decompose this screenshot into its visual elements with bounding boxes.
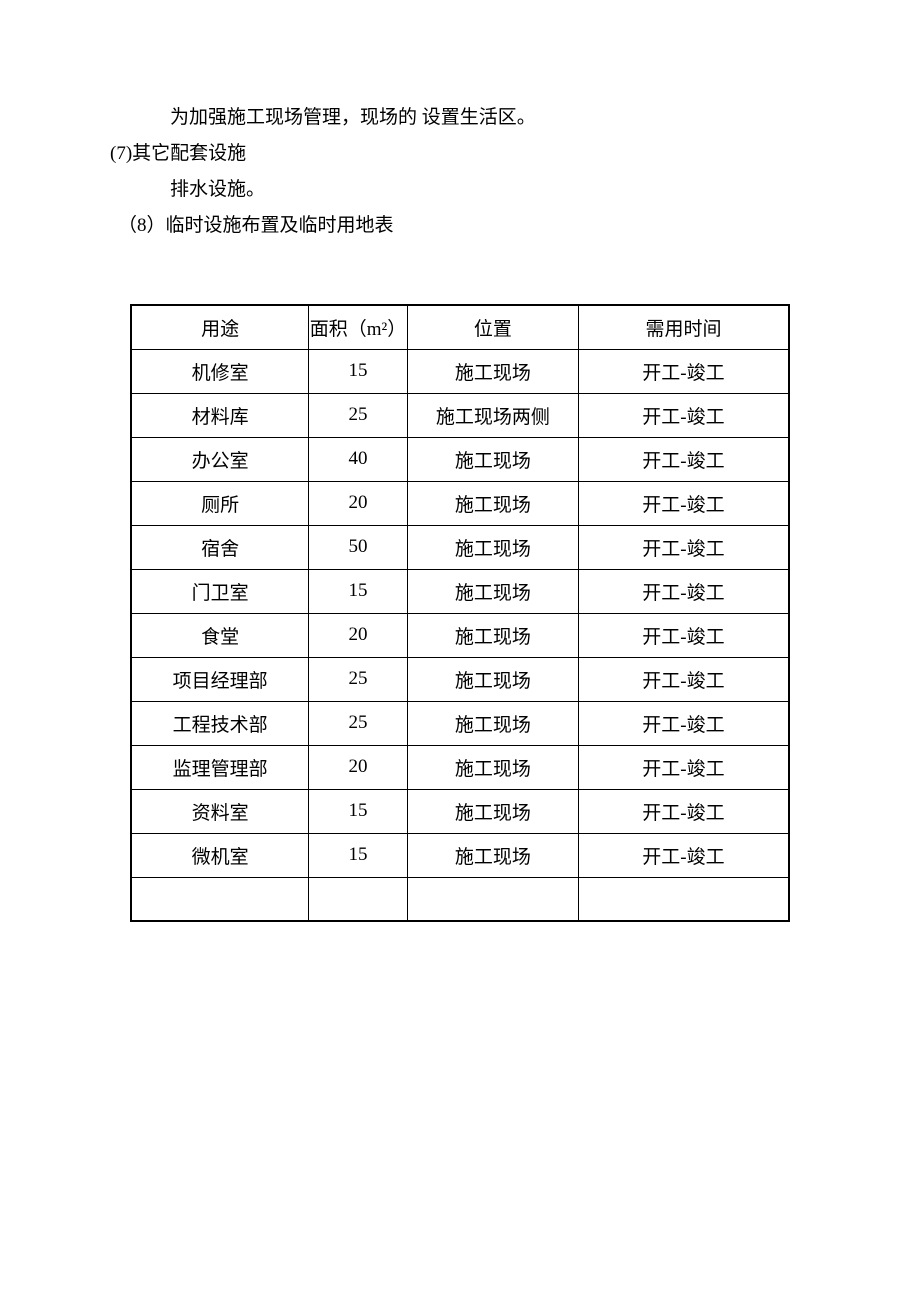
paragraph-line-1: 为加强施工现场管理，现场的 设置生活区。	[110, 100, 810, 136]
table-row: 门卫室15施工现场开工-竣工	[131, 569, 789, 613]
table-row: 宿舍50施工现场开工-竣工	[131, 525, 789, 569]
table-cell-time: 开工-竣工	[578, 481, 789, 525]
table-row	[131, 877, 789, 921]
table-cell-loc: 施工现场	[407, 833, 578, 877]
table-cell-area: 20	[309, 745, 408, 789]
table-row: 办公室40施工现场开工-竣工	[131, 437, 789, 481]
table-cell-loc: 施工现场	[407, 613, 578, 657]
table-row: 资料室15施工现场开工-竣工	[131, 789, 789, 833]
table-cell-use: 资料室	[131, 789, 309, 833]
table-cell-use: 工程技术部	[131, 701, 309, 745]
table-cell-area: 20	[309, 613, 408, 657]
table-header-use: 用途	[131, 305, 309, 349]
table-cell-loc: 施工现场	[407, 437, 578, 481]
table-cell-use	[131, 877, 309, 921]
table-row: 材料库25施工现场两侧开工-竣工	[131, 393, 789, 437]
table-cell-loc: 施工现场	[407, 349, 578, 393]
paragraph-line-3: 排水设施。	[110, 172, 810, 208]
table-header-area: 面积（m²）	[309, 305, 408, 349]
table-cell-time: 开工-竣工	[578, 613, 789, 657]
table-cell-use: 门卫室	[131, 569, 309, 613]
table-cell-time: 开工-竣工	[578, 437, 789, 481]
table-row: 食堂20施工现场开工-竣工	[131, 613, 789, 657]
table-cell-time: 开工-竣工	[578, 393, 789, 437]
table-cell-use: 办公室	[131, 437, 309, 481]
table-cell-time: 开工-竣工	[578, 745, 789, 789]
table-cell-loc: 施工现场	[407, 481, 578, 525]
table-cell-loc: 施工现场	[407, 701, 578, 745]
table-cell-area: 15	[309, 569, 408, 613]
paragraph-line-2: (7)其它配套设施	[110, 136, 810, 172]
facilities-table-wrap: 用途面积（m²）位置需用时间 机修室15施工现场开工-竣工材料库25施工现场两侧…	[110, 304, 810, 922]
table-row: 工程技术部25施工现场开工-竣工	[131, 701, 789, 745]
table-cell-use: 机修室	[131, 349, 309, 393]
table-cell-use: 食堂	[131, 613, 309, 657]
table-cell-loc: 施工现场两侧	[407, 393, 578, 437]
table-cell-use: 厕所	[131, 481, 309, 525]
table-row: 厕所20施工现场开工-竣工	[131, 481, 789, 525]
table-cell-time	[578, 877, 789, 921]
table-cell-loc: 施工现场	[407, 745, 578, 789]
paragraph-line-4: （8）临时设施布置及临时用地表	[110, 208, 810, 244]
facilities-table: 用途面积（m²）位置需用时间 机修室15施工现场开工-竣工材料库25施工现场两侧…	[130, 304, 790, 922]
table-cell-area: 15	[309, 349, 408, 393]
table-cell-loc	[407, 877, 578, 921]
table-cell-time: 开工-竣工	[578, 525, 789, 569]
table-cell-time: 开工-竣工	[578, 833, 789, 877]
table-cell-use: 项目经理部	[131, 657, 309, 701]
table-cell-time: 开工-竣工	[578, 569, 789, 613]
table-cell-area: 15	[309, 789, 408, 833]
table-cell-area: 50	[309, 525, 408, 569]
table-row: 监理管理部20施工现场开工-竣工	[131, 745, 789, 789]
table-header-loc: 位置	[407, 305, 578, 349]
table-cell-area: 25	[309, 393, 408, 437]
table-header-row: 用途面积（m²）位置需用时间	[131, 305, 789, 349]
table-cell-loc: 施工现场	[407, 525, 578, 569]
table-cell-time: 开工-竣工	[578, 657, 789, 701]
table-cell-loc: 施工现场	[407, 657, 578, 701]
table-cell-loc: 施工现场	[407, 569, 578, 613]
table-cell-area: 20	[309, 481, 408, 525]
table-cell-area: 15	[309, 833, 408, 877]
table-cell-use: 监理管理部	[131, 745, 309, 789]
table-cell-loc: 施工现场	[407, 789, 578, 833]
table-row: 项目经理部25施工现场开工-竣工	[131, 657, 789, 701]
table-row: 机修室15施工现场开工-竣工	[131, 349, 789, 393]
table-cell-area: 25	[309, 701, 408, 745]
table-cell-time: 开工-竣工	[578, 349, 789, 393]
table-cell-use: 微机室	[131, 833, 309, 877]
table-header-time: 需用时间	[578, 305, 789, 349]
table-cell-use: 材料库	[131, 393, 309, 437]
table-cell-use: 宿舍	[131, 525, 309, 569]
table-cell-area: 25	[309, 657, 408, 701]
table-cell-time: 开工-竣工	[578, 789, 789, 833]
table-row: 微机室15施工现场开工-竣工	[131, 833, 789, 877]
table-cell-area	[309, 877, 408, 921]
table-cell-time: 开工-竣工	[578, 701, 789, 745]
table-cell-area: 40	[309, 437, 408, 481]
